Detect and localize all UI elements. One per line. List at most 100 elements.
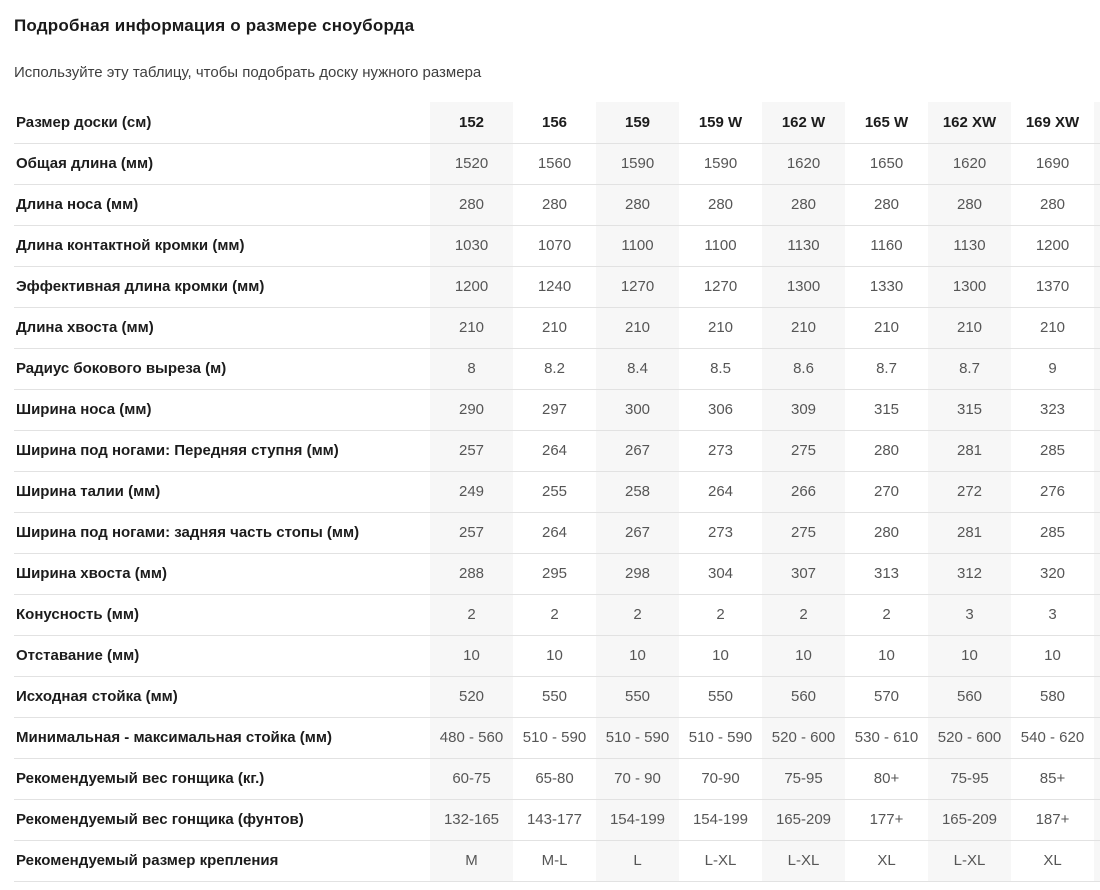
table-head: Размер доски (см) 152 156 159 159 W 162 W 165… xyxy=(14,102,1100,144)
column-header: 165 W xyxy=(845,102,928,144)
clipped-column-cell xyxy=(1094,389,1100,431)
cell-value: 210 xyxy=(513,307,596,349)
cell-value: 550 xyxy=(596,676,679,718)
row-label: Длина носа (мм) xyxy=(14,184,430,226)
cell-value: 560 xyxy=(762,676,845,718)
cell-value: 258 xyxy=(596,471,679,513)
cell-value: 1690 xyxy=(1011,143,1094,185)
cell-value: 510 - 590 xyxy=(513,717,596,759)
cell-value: 275 xyxy=(762,430,845,472)
clipped-column-cell xyxy=(1094,348,1100,390)
cell-value: 10 xyxy=(928,635,1011,677)
cell-value: 257 xyxy=(430,512,513,554)
cell-value: 264 xyxy=(513,430,596,472)
cell-value: 75-95 xyxy=(928,758,1011,800)
column-header: 156 xyxy=(513,102,596,144)
cell-value: 132-165 xyxy=(430,799,513,841)
cell-value: L xyxy=(596,840,679,882)
row-label: Отставание (мм) xyxy=(14,635,430,677)
cell-value: 320 xyxy=(1011,553,1094,595)
table-row: Ширина хвоста (мм) 288 295 298 304 307 313 312 3… xyxy=(14,553,1100,595)
cell-value: 275 xyxy=(762,512,845,554)
cell-value: 280 xyxy=(430,184,513,226)
row-label: Длина хвоста (мм) xyxy=(14,307,430,349)
cell-value: 307 xyxy=(762,553,845,595)
cell-value: 273 xyxy=(679,512,762,554)
cell-value: 1100 xyxy=(679,225,762,267)
row-label: Конусность (мм) xyxy=(14,594,430,636)
table-row: Ширина под ногами: Передняя ступня (мм) 2… xyxy=(14,430,1100,472)
row-label: Эффективная длина кромки (мм) xyxy=(14,266,430,308)
cell-value: 1100 xyxy=(596,225,679,267)
clipped-column-cell xyxy=(1094,635,1100,677)
cell-value: 520 xyxy=(430,676,513,718)
cell-value: 297 xyxy=(513,389,596,431)
cell-value: 10 xyxy=(679,635,762,677)
cell-value: 520 - 600 xyxy=(928,717,1011,759)
cell-value: 550 xyxy=(679,676,762,718)
cell-value: 8.7 xyxy=(928,348,1011,390)
row-label: Исходная стойка (мм) xyxy=(14,676,430,718)
cell-value: 2 xyxy=(845,594,928,636)
cell-value: 165-209 xyxy=(928,799,1011,841)
cell-value: 280 xyxy=(928,184,1011,226)
cell-value: 550 xyxy=(513,676,596,718)
table-row: Ширина талии (мм) 249 255 258 264 266 270 272 27… xyxy=(14,471,1100,513)
cell-value: 280 xyxy=(1011,184,1094,226)
cell-value: 210 xyxy=(430,307,513,349)
clipped-column-cell xyxy=(1094,758,1100,800)
cell-value: L-XL xyxy=(762,840,845,882)
cell-value: 8.6 xyxy=(762,348,845,390)
clipped-column-cell xyxy=(1094,840,1100,882)
row-label: Минимальная - максимальная стойка (мм) xyxy=(14,717,430,759)
column-header: 159 xyxy=(596,102,679,144)
cell-value: 285 xyxy=(1011,512,1094,554)
cell-value: 1560 xyxy=(513,143,596,185)
page-subtitle: Используйте эту таблицу, чтобы подобрать… xyxy=(14,64,482,81)
row-label: Ширина носа (мм) xyxy=(14,389,430,431)
cell-value: 80+ xyxy=(845,758,928,800)
table-row: Ширина под ногами: задняя часть стопы (м… xyxy=(14,512,1100,554)
cell-value: XL xyxy=(1011,840,1094,882)
cell-value: 295 xyxy=(513,553,596,595)
row-label: Рекомендуемый вес гонщика (кг.) xyxy=(14,758,430,800)
cell-value: 281 xyxy=(928,430,1011,472)
column-header: 159 W xyxy=(679,102,762,144)
cell-value: 280 xyxy=(513,184,596,226)
table-row: Рекомендуемый размер крепления M M-L L L-XL L… xyxy=(14,840,1100,882)
table-row: Минимальная - максимальная стойка (мм) 48… xyxy=(14,717,1100,759)
cell-value: 280 xyxy=(845,512,928,554)
cell-value: 306 xyxy=(679,389,762,431)
cell-value: 10 xyxy=(762,635,845,677)
cell-value: 1240 xyxy=(513,266,596,308)
table-body: Общая длина (мм) 1520 1560 1590 1590 1620 1650… xyxy=(14,143,1100,882)
table-header-row: Размер доски (см) 152 156 159 159 W 162 W 165… xyxy=(14,102,1100,144)
cell-value: 288 xyxy=(430,553,513,595)
cell-value: M-L xyxy=(513,840,596,882)
clipped-column-cell xyxy=(1094,307,1100,349)
table-row: Отставание (мм) 10 10 10 10 10 10 10 10 xyxy=(14,635,1100,677)
cell-value: 10 xyxy=(430,635,513,677)
cell-value: XL xyxy=(845,840,928,882)
cell-value: 210 xyxy=(928,307,1011,349)
cell-value: 266 xyxy=(762,471,845,513)
cell-value: 154-199 xyxy=(596,799,679,841)
cell-value: 1130 xyxy=(928,225,1011,267)
clipped-column-cell xyxy=(1094,266,1100,308)
cell-value: 1030 xyxy=(430,225,513,267)
cell-value: 510 - 590 xyxy=(596,717,679,759)
clipped-column-cell xyxy=(1094,143,1100,185)
cell-value: 540 - 620 xyxy=(1011,717,1094,759)
cell-value: 298 xyxy=(596,553,679,595)
clipped-column-cell xyxy=(1094,430,1100,472)
cell-value: 210 xyxy=(762,307,845,349)
cell-value: 267 xyxy=(596,430,679,472)
cell-value: 281 xyxy=(928,512,1011,554)
cell-value: 1590 xyxy=(679,143,762,185)
table-row: Рекомендуемый вес гонщика (кг.) 60-75 65-8… xyxy=(14,758,1100,800)
header-row-label: Размер доски (см) xyxy=(14,102,430,144)
cell-value: 276 xyxy=(1011,471,1094,513)
cell-value: 1160 xyxy=(845,225,928,267)
cell-value: 143-177 xyxy=(513,799,596,841)
